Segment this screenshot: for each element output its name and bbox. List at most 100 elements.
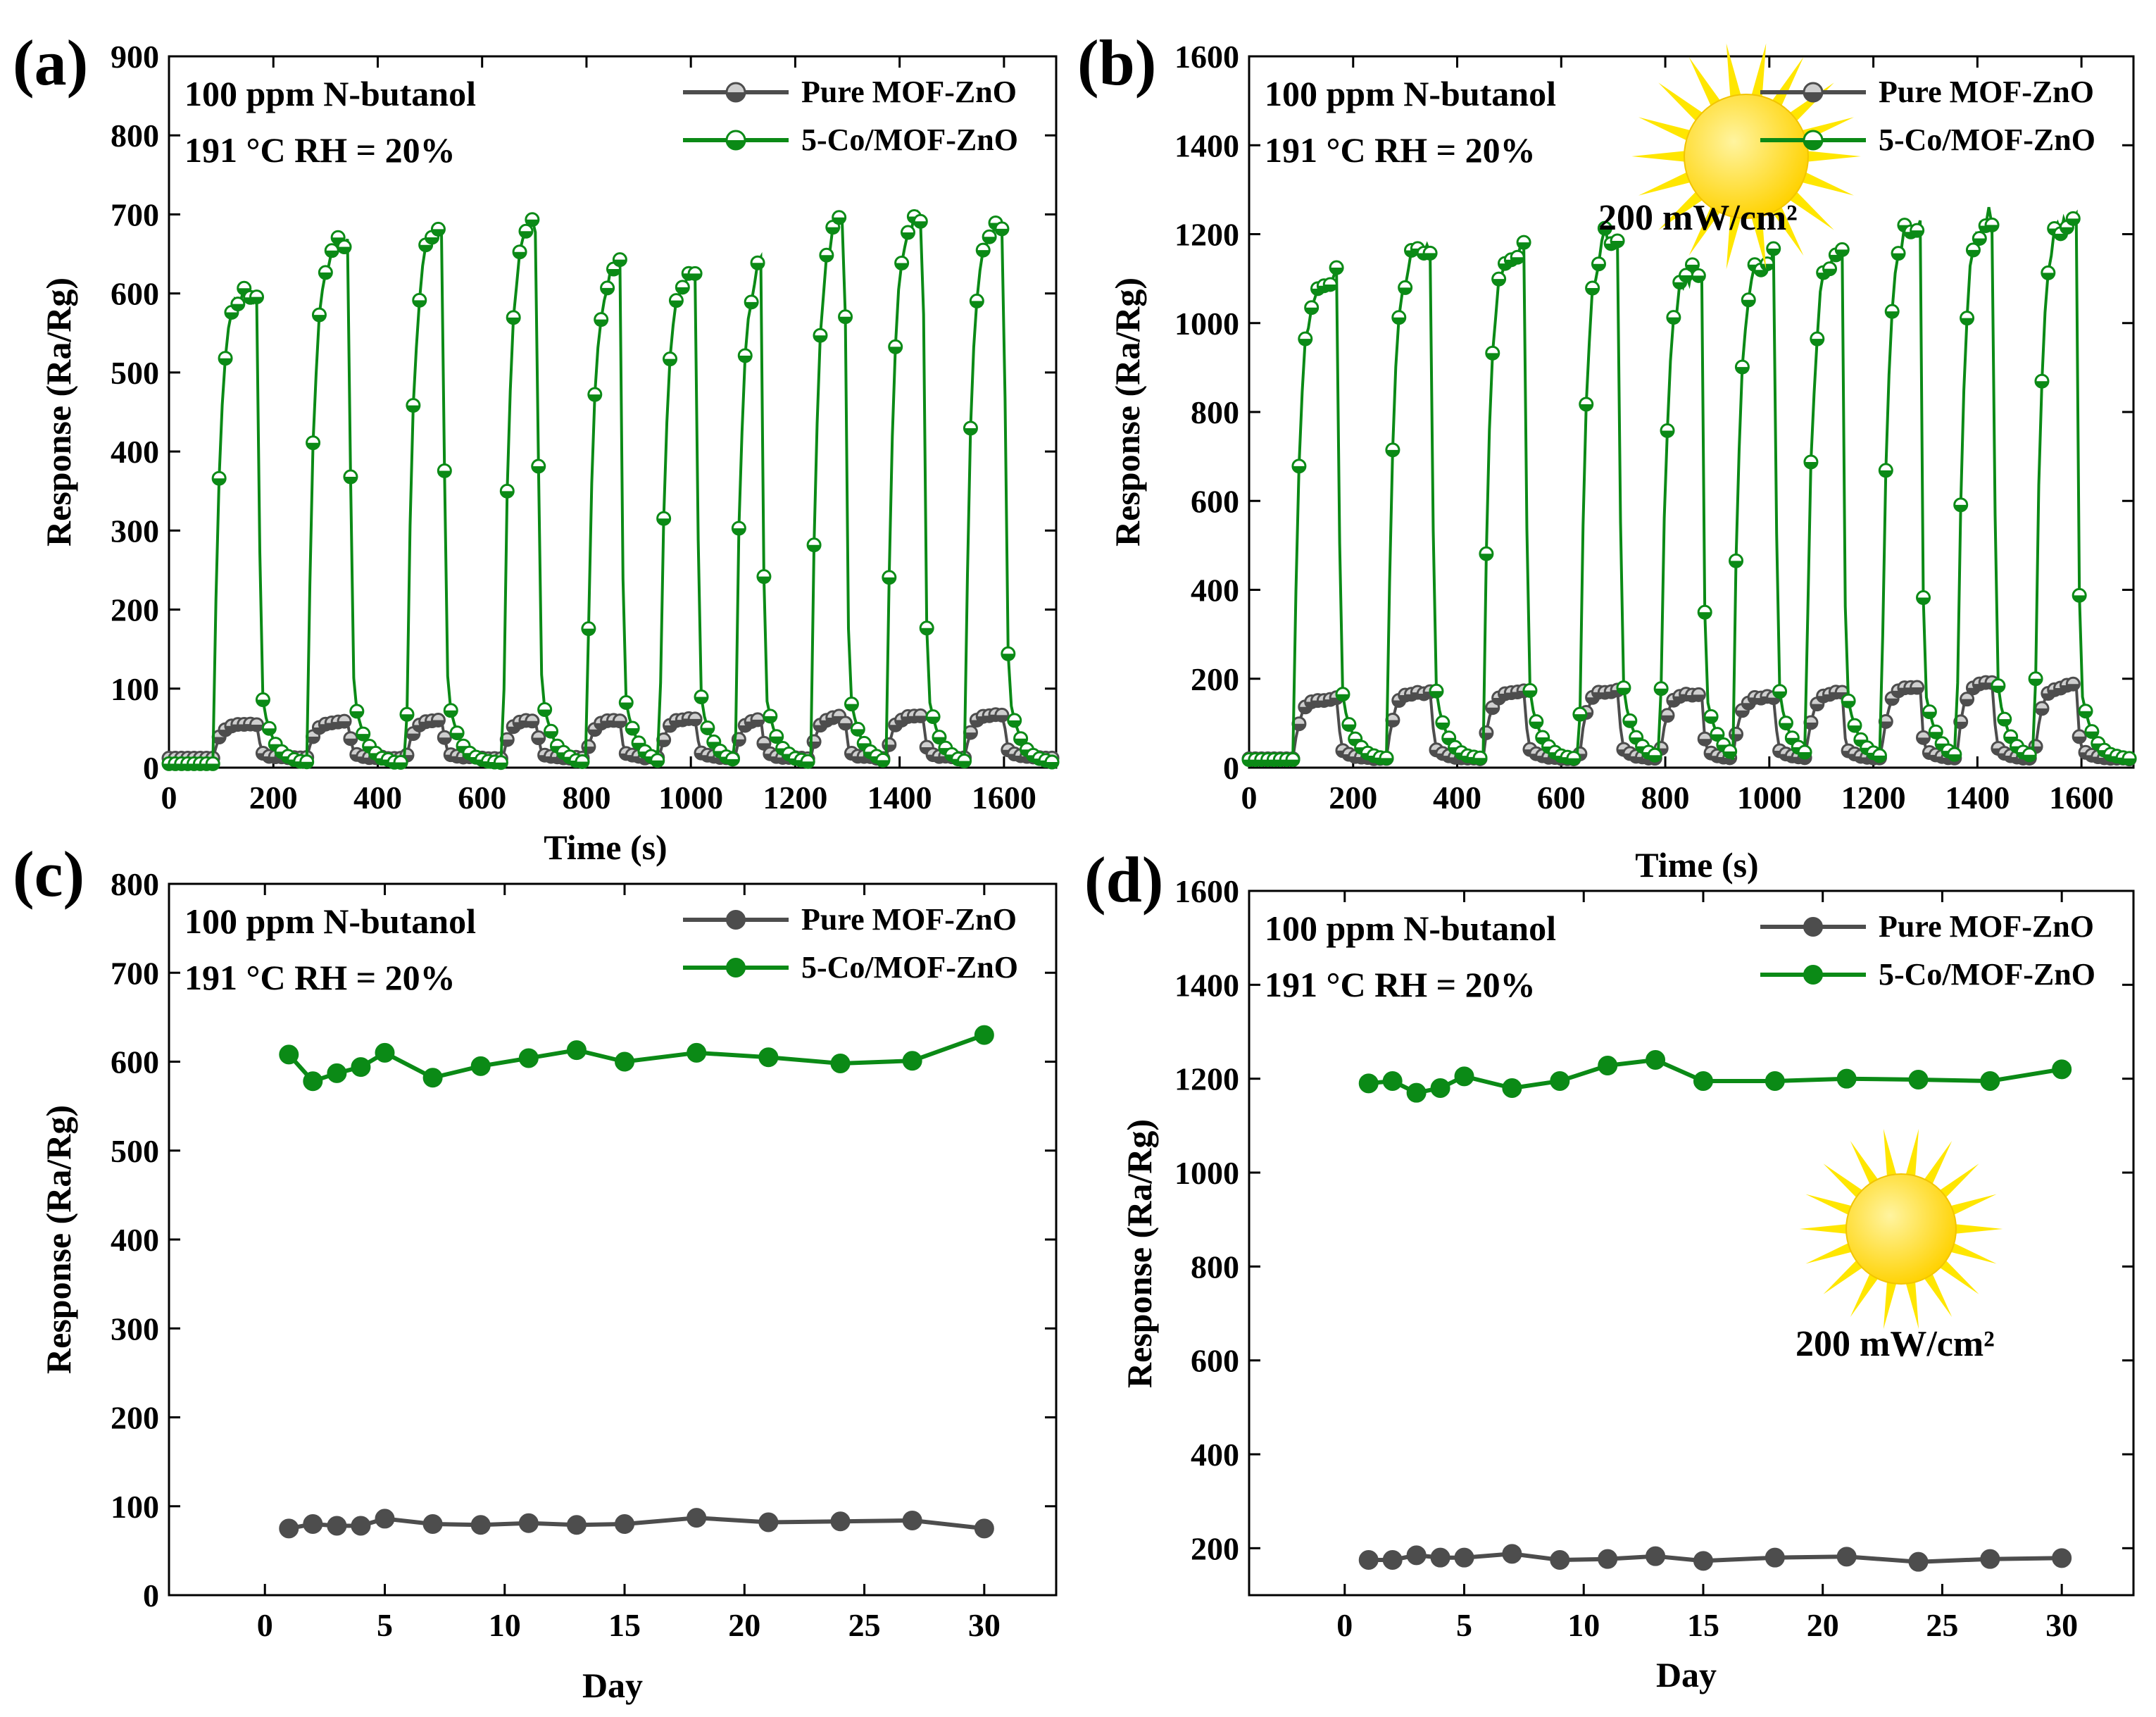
sun-icon — [1799, 1128, 2003, 1330]
x-tick-label: 400 — [1433, 780, 1481, 816]
x-tick-label: 600 — [458, 780, 506, 816]
data-point-half — [1292, 466, 1305, 473]
legend-label: 5-Co/MOF-ZnO — [801, 950, 1018, 985]
data-point-half — [2029, 678, 2043, 685]
legend-marker-half — [1804, 92, 1822, 101]
data-point-half — [1760, 263, 1774, 270]
panel-label: (c) — [13, 838, 84, 910]
data-point-half — [451, 732, 464, 739]
data-point-half — [425, 237, 439, 244]
x-tick-label: 0 — [1336, 1607, 1353, 1643]
data-point-half — [1392, 317, 1405, 324]
data-point-half — [444, 710, 458, 717]
data-point-half — [745, 301, 758, 308]
data-point-half — [920, 628, 934, 635]
data-point-half — [1917, 737, 1930, 744]
data-point-half — [1342, 724, 1355, 731]
data-point-half — [544, 731, 558, 738]
data-point-half — [1046, 762, 1059, 769]
series-pure-mof-zno — [1358, 1544, 2072, 1572]
panel-label: (a) — [13, 27, 88, 99]
legend-label: 5-Co/MOF-ZnO — [801, 123, 1018, 157]
data-point-half — [519, 231, 532, 238]
x-axis-label: Day — [1656, 1655, 1717, 1694]
legend: Pure MOF-ZnO 5-Co/MOF-ZnO — [1760, 909, 2095, 992]
sun-ray — [1750, 213, 1767, 270]
data-point-half — [964, 732, 977, 739]
data-point-half — [1386, 449, 1399, 456]
sun-icon — [1631, 43, 1861, 270]
data-point-half — [532, 737, 545, 744]
data-point-half — [1592, 263, 1605, 270]
sun-ray — [1905, 1128, 1919, 1179]
y-tick-label: 800 — [1191, 394, 1239, 430]
data-point-half — [494, 762, 508, 769]
data-point — [1382, 1550, 1403, 1570]
data-point-half — [1330, 268, 1343, 275]
data-point-half — [2060, 227, 2074, 234]
sun-ray — [1922, 1271, 1953, 1317]
data-point-half — [2085, 731, 2098, 738]
data-point-half — [751, 263, 765, 270]
data-point-half — [432, 720, 445, 727]
sun-ray — [1638, 117, 1693, 142]
data-point-half — [1398, 287, 1412, 294]
data-point-half — [213, 737, 226, 744]
data-point-half — [1742, 703, 1755, 710]
data-point-half — [1486, 707, 1499, 714]
data-point-half — [839, 316, 852, 323]
annotation-conditions: 191 °C RH = 20% — [1265, 965, 1536, 1004]
data-point-half — [1698, 739, 1712, 746]
x-tick-label: 15 — [608, 1607, 641, 1643]
data-point-half — [995, 228, 1008, 235]
data-point — [687, 1508, 707, 1528]
data-point — [1454, 1547, 1474, 1568]
data-point-half — [1292, 723, 1305, 730]
x-tick-label: 20 — [728, 1607, 760, 1643]
data-point-half — [356, 734, 370, 741]
sun-ray — [1688, 204, 1722, 256]
annotation-irradiance: 200 mW/cm² — [1795, 1324, 1995, 1364]
data-point-half — [739, 355, 752, 362]
x-tick-label: 200 — [1329, 780, 1377, 816]
x-tick-label: 25 — [848, 1607, 881, 1643]
data-point — [1980, 1071, 2000, 1091]
legend-marker-half — [1804, 140, 1822, 149]
y-tick-label: 300 — [111, 513, 159, 549]
data-point-half — [651, 760, 664, 767]
data-point — [1382, 1071, 1403, 1091]
x-axis-label: Time (s) — [1635, 845, 1758, 885]
x-tick-label: 1600 — [2049, 780, 2114, 816]
data-point — [1454, 1066, 1474, 1087]
data-point-half — [1479, 554, 1493, 561]
data-point-half — [338, 246, 351, 254]
data-point — [566, 1515, 587, 1535]
data-point — [1693, 1551, 1713, 1571]
data-point — [470, 1515, 491, 1535]
data-point-half — [1661, 715, 1674, 722]
data-point-half — [1648, 755, 1662, 762]
y-tick-label: 800 — [1191, 1249, 1239, 1285]
data-point — [1693, 1071, 1713, 1091]
data-point — [1598, 1056, 1618, 1075]
data-point-half — [1705, 716, 1718, 723]
data-point-half — [1392, 700, 1405, 707]
data-point-half — [1829, 254, 1843, 261]
data-point — [1836, 1547, 1857, 1567]
data-point — [303, 1514, 323, 1534]
panel-c: (c)0 5 10 15 20 25 300100200300400500600700800… — [13, 838, 1058, 1705]
data-point-half — [1698, 612, 1712, 619]
x-tick-label: 20 — [1807, 1607, 1839, 1643]
sun-core — [1684, 94, 1809, 219]
data-point-half — [914, 221, 927, 228]
data-point-half — [2054, 233, 2067, 240]
data-point-half — [620, 702, 633, 709]
data-point — [615, 1514, 635, 1534]
data-point-half — [1873, 755, 1886, 762]
data-point-half — [338, 721, 351, 728]
sun-ray — [1638, 170, 1693, 196]
data-point-half — [206, 763, 220, 770]
y-axis-label: Response (Ra/Rg) — [1120, 1119, 1159, 1388]
data-point-half — [1667, 317, 1680, 324]
